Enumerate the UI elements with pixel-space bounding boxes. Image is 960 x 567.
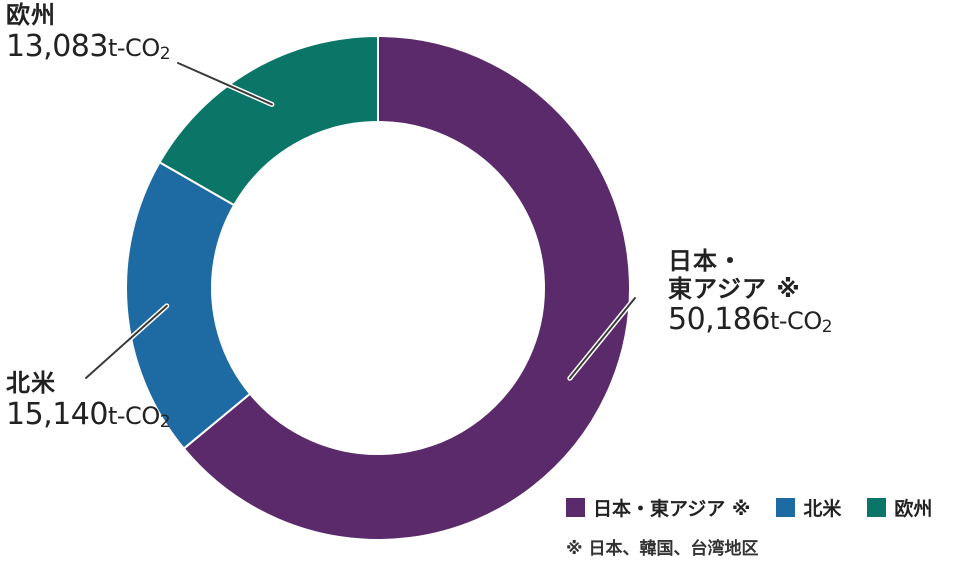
japan-callout-value: 50,186t-CO2 xyxy=(668,302,833,338)
legend-item-japan-east-asia: 日本・東アジア ※ xyxy=(566,494,750,521)
legend-label-europe: 欧州 xyxy=(894,498,933,520)
europe-value-number: 13,083 xyxy=(6,28,108,64)
slice-europe xyxy=(158,34,379,207)
europe-callout-value: 13,083t-CO2 xyxy=(6,28,171,65)
slice-japan-east-asia xyxy=(182,34,631,541)
north-america-value-number: 15,140 xyxy=(6,396,108,432)
north-america-value-unit: t-CO2 xyxy=(107,401,171,432)
japan-value-number: 50,186 xyxy=(668,302,770,338)
slice-north-america xyxy=(125,160,252,450)
chart-footnote: ※ 日本、韓国、台湾地区 xyxy=(566,539,759,559)
leader-lines xyxy=(83,60,638,381)
north-america-callout-name: 北米 xyxy=(6,369,56,397)
japan-callout-name-line2: 東アジア ※ xyxy=(668,274,801,303)
legend-label-north-america: 北米 xyxy=(803,498,842,520)
chart-legend: 日本・東アジア ※ 北米 欧州 xyxy=(566,494,932,521)
legend-swatch-japan-east-asia xyxy=(566,498,585,517)
legend-item-north-america: 北米 xyxy=(776,494,841,521)
legend-swatch-north-america xyxy=(776,498,796,517)
japan-value-unit: t-CO2 xyxy=(769,307,833,338)
leader-line-japan-east-asia xyxy=(567,295,638,381)
europe-callout: 欧州 13,083t-CO2 xyxy=(6,1,171,65)
leader-line-north-america xyxy=(83,303,170,381)
legend-label-japan-east-asia: 日本・東アジア ※ xyxy=(593,498,751,520)
legend-item-europe: 欧州 xyxy=(867,494,932,521)
europe-value-unit: t-CO2 xyxy=(107,33,171,64)
japan-east-asia-callout: 日本・ 東アジア ※ 50,186t-CO2 xyxy=(668,247,833,338)
donut-slices xyxy=(125,34,631,541)
legend-swatch-europe xyxy=(867,498,887,517)
leader-line-europe xyxy=(175,60,275,107)
north-america-callout-value: 15,140t-CO2 xyxy=(6,396,171,433)
japan-callout-name-line1: 日本・ xyxy=(668,247,743,275)
north-america-callout: 北米 15,140t-CO2 xyxy=(6,369,171,433)
europe-callout-name: 欧州 xyxy=(6,1,56,29)
